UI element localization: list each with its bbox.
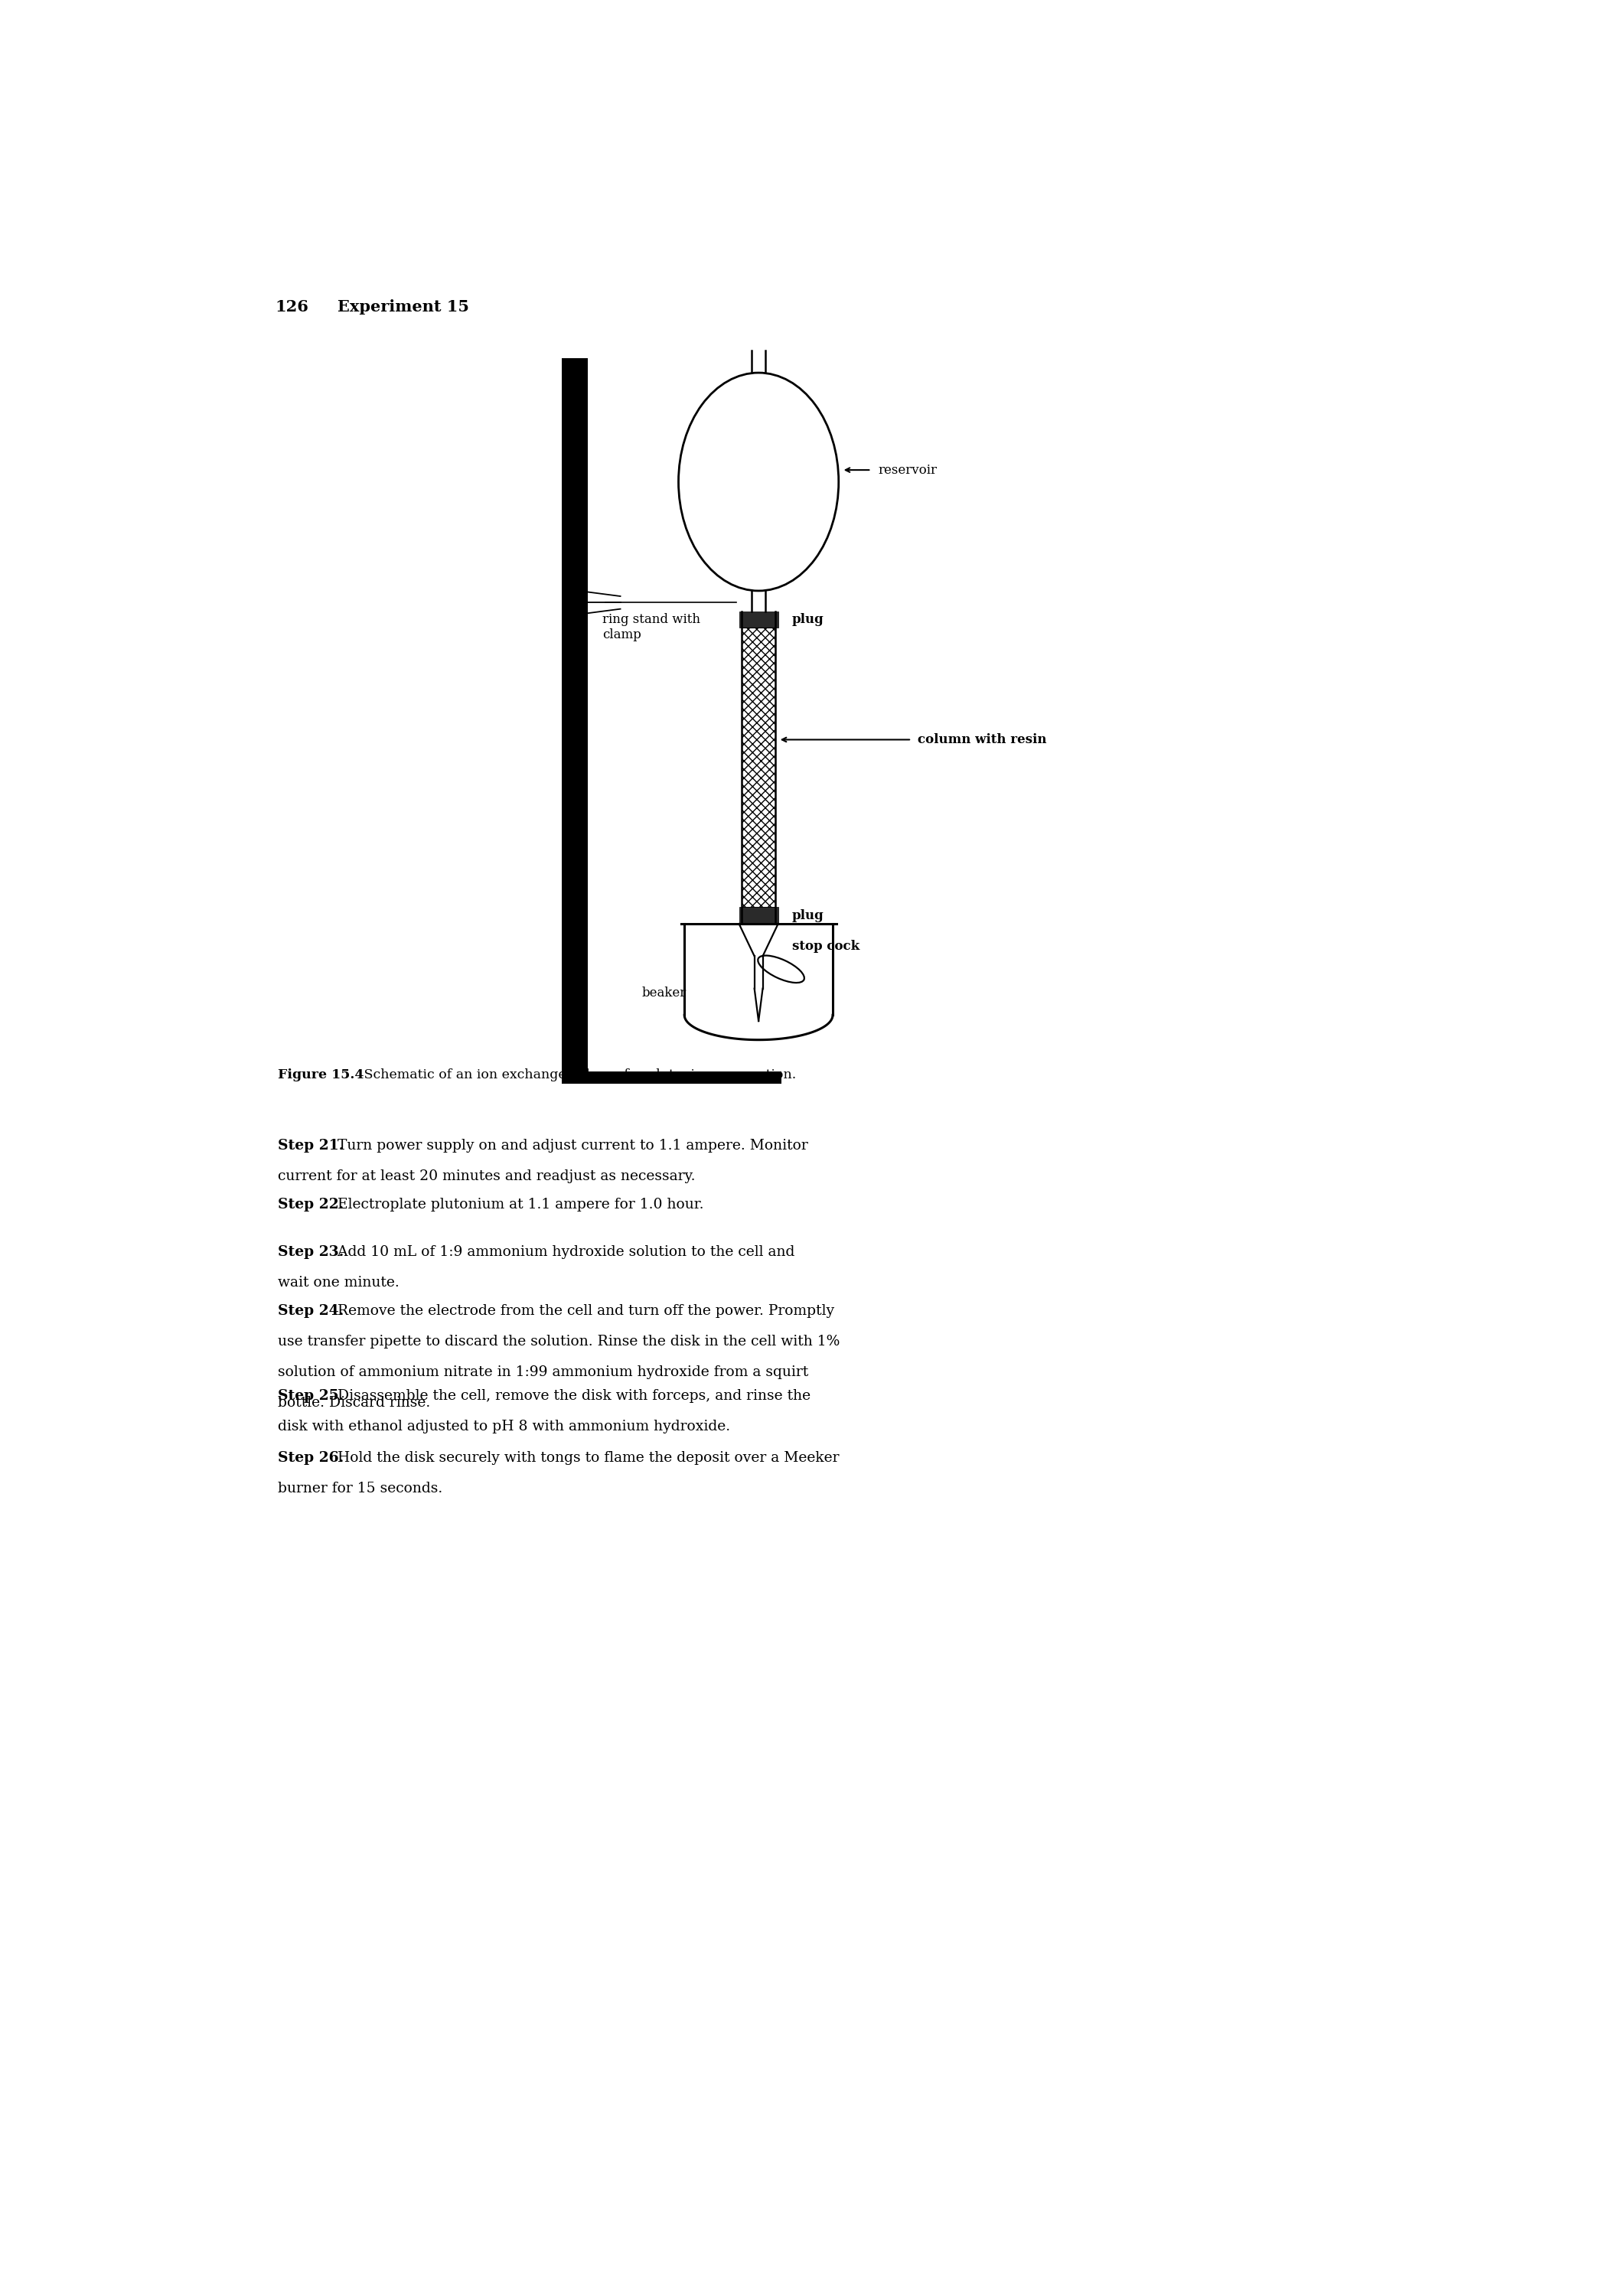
Text: Step 21.: Step 21. <box>278 1139 344 1153</box>
Text: column with resin: column with resin <box>918 732 1047 746</box>
Text: disk with ethanol adjusted to pH 8 with ammonium hydroxide.: disk with ethanol adjusted to pH 8 with … <box>278 1419 730 1433</box>
Text: beaker: beaker <box>642 987 687 999</box>
Text: 126: 126 <box>275 298 309 315</box>
Text: burner for 15 seconds.: burner for 15 seconds. <box>278 1481 442 1495</box>
Text: reservoir: reservoir <box>878 464 937 478</box>
Text: Step 25.: Step 25. <box>278 1389 344 1403</box>
Text: solution of ammonium nitrate in 1:99 ammonium hydroxide from a squirt: solution of ammonium nitrate in 1:99 amm… <box>278 1366 809 1380</box>
Ellipse shape <box>757 955 804 983</box>
Text: Electroplate plutonium at 1.1 ampere for 1.0 hour.: Electroplate plutonium at 1.1 ampere for… <box>333 1199 703 1212</box>
Text: Disassemble the cell, remove the disk with forceps, and rinse the: Disassemble the cell, remove the disk wi… <box>333 1389 810 1403</box>
Text: Experiment 15: Experiment 15 <box>338 298 470 315</box>
Text: plug: plug <box>791 909 823 923</box>
Text: Add 10 mL of 1:9 ammonium hydroxide solution to the cell and: Add 10 mL of 1:9 ammonium hydroxide solu… <box>333 1244 794 1258</box>
Bar <box>740 611 778 627</box>
Text: Turn power supply on and adjust current to 1.1 ampere. Monitor: Turn power supply on and adjust current … <box>333 1139 807 1153</box>
Text: Step 23.: Step 23. <box>278 1244 344 1258</box>
Text: use transfer pipette to discard the solution. Rinse the disk in the cell with 1%: use transfer pipette to discard the solu… <box>278 1334 839 1348</box>
Text: Hold the disk securely with tongs to flame the deposit over a Meeker: Hold the disk securely with tongs to fla… <box>333 1451 839 1465</box>
Text: plug: plug <box>791 613 823 627</box>
Text: current for at least 20 minutes and readjust as necessary.: current for at least 20 minutes and read… <box>278 1169 696 1182</box>
Text: wait one minute.: wait one minute. <box>278 1277 400 1290</box>
Bar <box>561 1070 781 1084</box>
Text: Step 24.: Step 24. <box>278 1304 344 1318</box>
Text: Schematic of an ion exchange column for plutonium separation.: Schematic of an ion exchange column for … <box>360 1068 796 1081</box>
Text: bottle. Discard rinse.: bottle. Discard rinse. <box>278 1396 431 1410</box>
Text: Figure 15.4: Figure 15.4 <box>278 1068 363 1081</box>
Text: Remove the electrode from the cell and turn off the power. Promptly: Remove the electrode from the cell and t… <box>333 1304 835 1318</box>
Bar <box>741 627 775 907</box>
Bar <box>740 907 778 923</box>
Text: Step 22.: Step 22. <box>278 1199 344 1212</box>
Bar <box>561 358 589 1070</box>
Text: ring stand with
clamp: ring stand with clamp <box>603 613 701 641</box>
Text: Step 26.: Step 26. <box>278 1451 344 1465</box>
Text: stop cock: stop cock <box>791 939 859 953</box>
